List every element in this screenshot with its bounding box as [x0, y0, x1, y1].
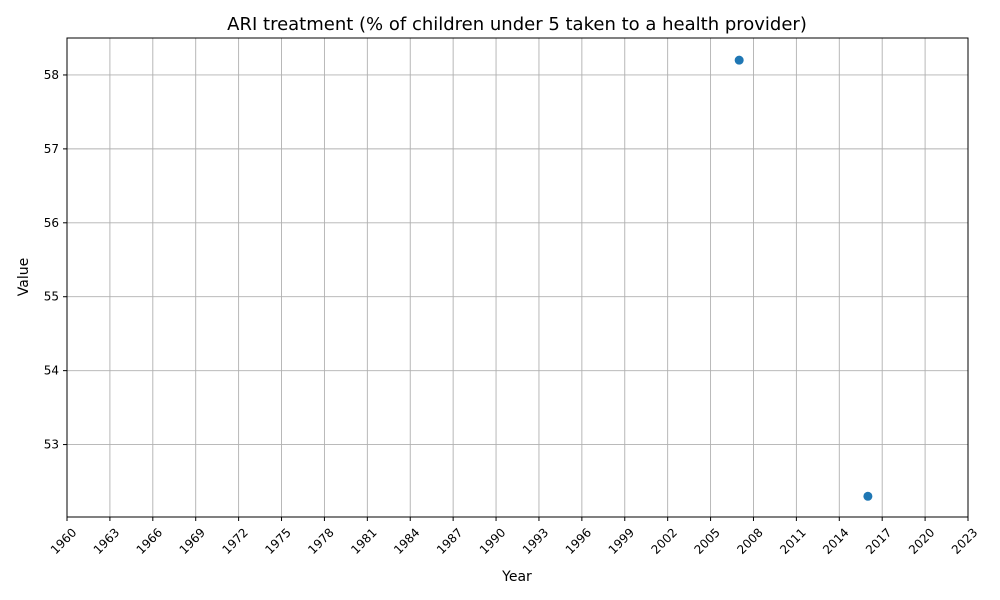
y-tick-label: 57 [44, 142, 59, 156]
y-tick-label: 55 [44, 290, 59, 304]
y-tick-label: 58 [44, 68, 59, 82]
y-ticks: 53 54 55 56 57 58 [44, 68, 67, 452]
y-axis-label: Value [16, 258, 32, 296]
chart-title: ARI treatment (% of children under 5 tak… [227, 14, 807, 35]
data-point [734, 55, 744, 65]
axes [66, 37, 969, 518]
y-tick-label: 54 [44, 364, 59, 378]
x-axis-label: Year [501, 569, 532, 585]
data-points [734, 55, 873, 501]
data-point [863, 491, 873, 501]
y-tick-label: 56 [44, 216, 59, 230]
y-tick-label: 53 [44, 438, 59, 452]
grid [66, 38, 969, 517]
plot-frame [66, 37, 969, 518]
